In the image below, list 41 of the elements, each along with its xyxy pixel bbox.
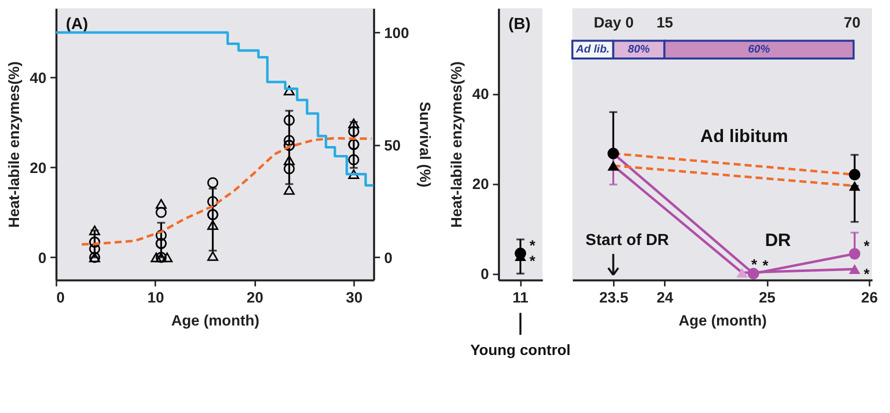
- band-label: Ad lib.: [575, 44, 610, 56]
- annotation: Ad libitum: [700, 126, 788, 146]
- band-label: 80%: [628, 44, 650, 56]
- annotation: *: [762, 258, 768, 275]
- annotation: DR: [764, 230, 791, 250]
- x-tick-label: 24: [656, 289, 674, 306]
- x2-tick-label: Day 0: [594, 14, 634, 32]
- annotation: *: [529, 237, 536, 254]
- annotation: *: [864, 266, 870, 284]
- y2-axis-title: Survival (%): [416, 102, 434, 188]
- x-tick-label: 20: [246, 289, 264, 306]
- y2-tick-label: 100: [384, 24, 410, 42]
- x-tick-label: 25: [758, 289, 776, 306]
- y-tick-label: 20: [30, 160, 46, 177]
- y2-tick-label: 0: [384, 250, 392, 267]
- x-axis-title: Age (month): [171, 312, 260, 330]
- y-tick-label: 40: [30, 70, 46, 87]
- y-tick-label: 40: [472, 86, 489, 104]
- annotation: *: [864, 238, 870, 255]
- text: (A): [66, 16, 88, 34]
- x-tick-label: 30: [346, 289, 363, 306]
- x-tick-label: 26: [861, 289, 878, 306]
- y-axis-title: Heat-labile enzymes(%): [6, 61, 23, 228]
- x-tick-label: 23.5: [599, 289, 628, 306]
- chart-title: (B): [508, 16, 531, 34]
- x2-tick-label: 70: [844, 14, 860, 32]
- annotation: Young control: [470, 342, 571, 359]
- x2-tick-label: 15: [656, 14, 674, 32]
- ref-line-label: Start of DR: [586, 232, 670, 249]
- y2-tick-label: 50: [384, 137, 401, 154]
- x-tick-label: 11: [512, 289, 528, 306]
- y-tick-label: 0: [480, 266, 489, 284]
- band-label: 60%: [748, 44, 770, 56]
- x-tick-label: 0: [56, 289, 65, 306]
- annotation: *: [751, 256, 758, 274]
- annotation: *: [529, 253, 536, 270]
- y-tick-label: 20: [472, 176, 489, 194]
- y-tick-label: 0: [38, 250, 46, 267]
- y-axis-title: Heat-labile enzymes(%): [448, 61, 466, 228]
- x-axis-title: Age (month): [678, 312, 767, 330]
- x-tick-label: 10: [147, 289, 164, 306]
